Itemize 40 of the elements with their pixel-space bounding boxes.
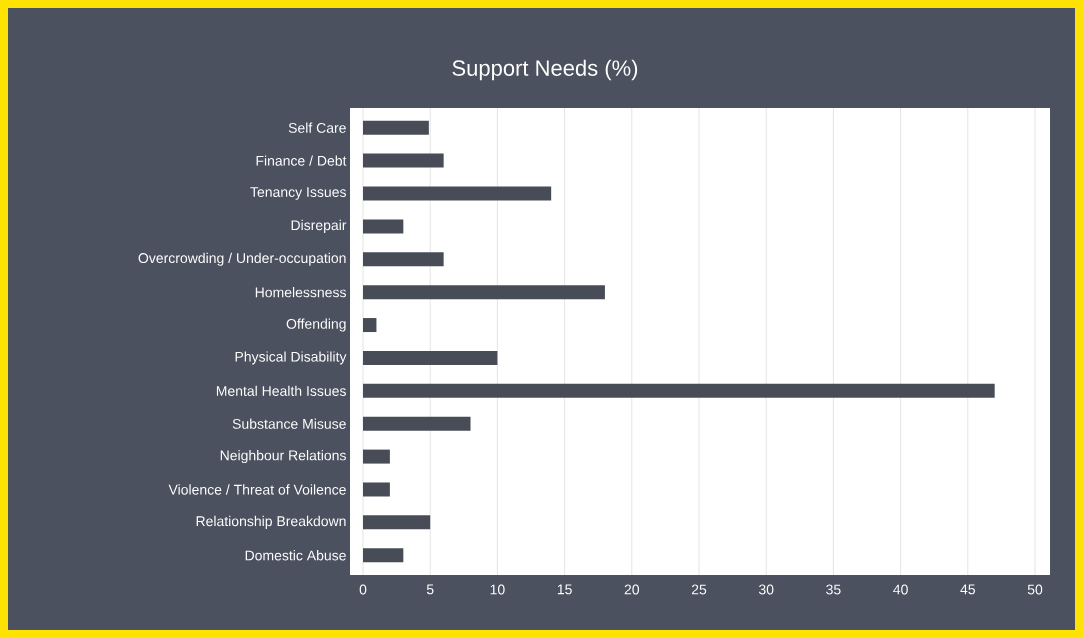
bar (363, 219, 404, 234)
x-tick-label: 20 (624, 584, 640, 595)
x-tick-label: 0 (359, 584, 367, 595)
y-tick-label: Overcrowding / Under-occupation (138, 252, 346, 266)
y-tick-label: Finance / Debt (256, 155, 347, 166)
bar (363, 153, 444, 168)
y-tick-label: Self Care (288, 122, 346, 133)
y-tick-label: Domestic Abuse (245, 550, 346, 561)
bar (363, 350, 498, 365)
bar (363, 318, 377, 333)
bar (363, 252, 444, 267)
x-tick-label: 50 (1027, 584, 1043, 595)
bar (363, 120, 429, 135)
bar (363, 416, 471, 431)
x-tick-label: 35 (826, 584, 841, 595)
chart-title: Support Needs (%) (452, 59, 638, 81)
y-tick-label: Violence / Threat of Voilence (168, 484, 346, 495)
bar (363, 482, 390, 497)
x-tick-label: 15 (557, 584, 572, 595)
bar (363, 548, 404, 563)
y-tick-label: Offending (286, 318, 346, 332)
y-tick-label: Substance Misuse (232, 418, 346, 429)
y-tick-label: Neighbour Relations (220, 450, 346, 464)
y-tick-label: Tenancy Issues (250, 187, 346, 200)
x-tick-label: 5 (426, 584, 434, 595)
bar (363, 515, 431, 530)
y-tick-label: Mental Health Issues (216, 385, 346, 396)
bar (363, 186, 552, 201)
y-tick-label: Homelessness (255, 287, 346, 298)
y-tick-label: Disrepair (291, 219, 347, 233)
y-tick-label: Relationship Breakdown (196, 515, 346, 529)
x-tick-label: 45 (960, 584, 976, 595)
y-tick-label: Physical Disability (235, 351, 347, 365)
bar (363, 449, 390, 464)
bar (363, 285, 605, 300)
x-tick-label: 30 (758, 584, 774, 595)
bar (363, 383, 995, 398)
x-tick-label: 10 (490, 584, 505, 595)
x-tick-label: 25 (691, 584, 707, 595)
x-tick-label: 40 (893, 584, 908, 595)
